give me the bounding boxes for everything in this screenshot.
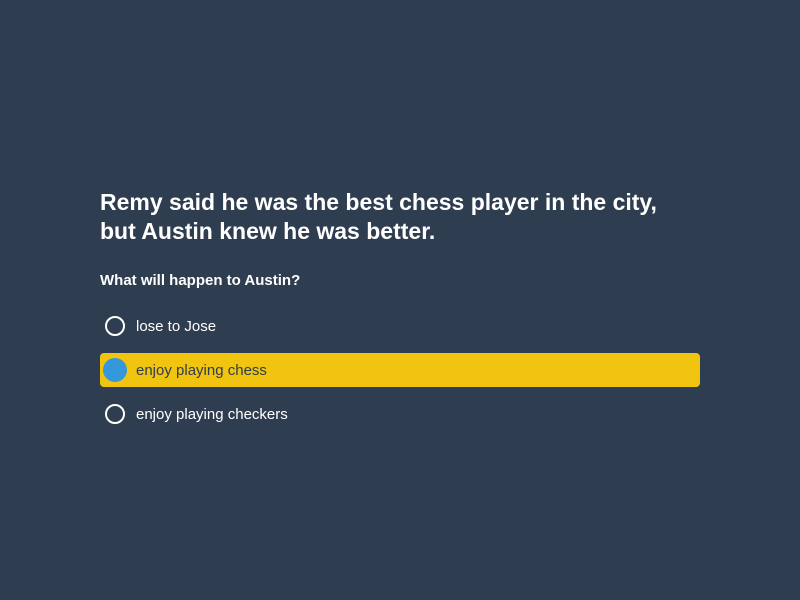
answer-options: lose to Jose enjoy playing chess enjoy p… xyxy=(100,309,700,431)
answer-option-1[interactable]: lose to Jose xyxy=(100,309,700,343)
passage-text: Remy said he was the best chess player i… xyxy=(100,188,700,246)
radio-button-selected-icon[interactable] xyxy=(103,358,127,382)
radio-button-icon[interactable] xyxy=(105,404,125,424)
answer-option-2[interactable]: enjoy playing chess xyxy=(100,353,700,387)
answer-option-label: enjoy playing chess xyxy=(136,361,267,379)
answer-option-3[interactable]: enjoy playing checkers xyxy=(100,397,700,431)
quiz-panel: Remy said he was the best chess player i… xyxy=(100,188,700,441)
radio-button-icon[interactable] xyxy=(105,316,125,336)
passage-line-2: but Austin knew he was better. xyxy=(100,218,436,244)
answer-option-label: lose to Jose xyxy=(136,317,217,335)
answer-option-label: enjoy playing checkers xyxy=(136,405,288,423)
passage-line-1: Remy said he was the best chess player i… xyxy=(100,189,657,215)
question-text: What will happen to Austin? xyxy=(100,272,301,289)
